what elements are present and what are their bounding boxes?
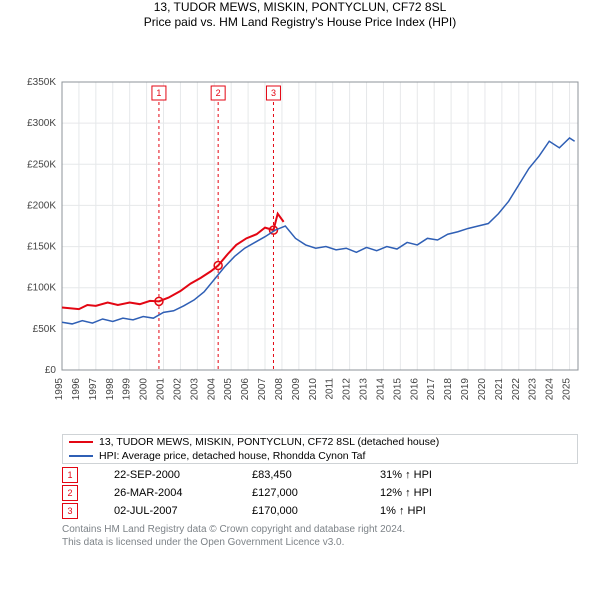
legend-item: HPI: Average price, detached house, Rhon… [63,449,577,463]
svg-text:1997: 1997 [88,378,99,401]
event-price: £170,000 [252,505,352,517]
svg-text:2008: 2008 [274,378,285,401]
event-delta: 12% ↑ HPI [380,487,432,499]
svg-text:2017: 2017 [426,378,437,401]
svg-text:2015: 2015 [392,378,403,401]
title-line2: Price paid vs. HM Land Registry's House … [0,15,600,30]
event-row: 2 26-MAR-2004 £127,000 12% ↑ HPI [62,484,578,502]
events-table: 122-SEP-2000£83,45031% ↑ HPI226-MAR-2004… [62,466,578,520]
footer-line2: This data is licensed under the Open Gov… [62,537,578,550]
title-line1: 13, TUDOR MEWS, MISKIN, PONTYCLUN, CF72 … [0,0,600,15]
svg-text:1996: 1996 [71,378,82,401]
svg-text:£300K: £300K [27,118,56,129]
svg-text:2009: 2009 [291,378,302,401]
event-price: £83,450 [252,469,352,481]
svg-text:2014: 2014 [375,378,386,401]
svg-text:2010: 2010 [308,378,319,401]
svg-text:£150K: £150K [27,242,56,253]
svg-text:2020: 2020 [477,378,488,401]
price-chart: £0 £50K £100K £150K £200K £250K £300K £350K 1995… [0,30,600,425]
event-delta: 31% ↑ HPI [380,469,432,481]
chart-title: 13, TUDOR MEWS, MISKIN, PONTYCLUN, CF72 … [0,0,600,30]
event-marker: 1 [62,467,78,483]
footer-line1: Contains HM Land Registry data © Crown c… [62,524,578,537]
svg-text:1995: 1995 [54,378,65,401]
attribution: Contains HM Land Registry data © Crown c… [62,524,578,549]
svg-text:2022: 2022 [511,378,522,401]
svg-text:2002: 2002 [172,378,183,401]
svg-text:£250K: £250K [27,159,56,170]
event-delta: 1% ↑ HPI [380,505,426,517]
event-marker: 2 [62,485,78,501]
event-price: £127,000 [252,487,352,499]
legend-label: HPI: Average price, detached house, Rhon… [99,450,365,462]
event-marker: 3 [62,503,78,519]
svg-text:2016: 2016 [409,378,420,401]
legend-item: 13, TUDOR MEWS, MISKIN, PONTYCLUN, CF72 … [63,435,577,449]
svg-text:2007: 2007 [257,378,268,401]
svg-text:2005: 2005 [223,378,234,401]
svg-text:£350K: £350K [27,77,56,88]
svg-text:2001: 2001 [156,378,167,401]
svg-text:2019: 2019 [460,378,471,401]
svg-text:2000: 2000 [139,378,150,401]
svg-text:2013: 2013 [359,378,370,401]
svg-text:2021: 2021 [494,378,505,401]
svg-text:2004: 2004 [206,378,217,401]
svg-text:£100K: £100K [27,283,56,294]
svg-text:£200K: £200K [27,200,56,211]
event-date: 22-SEP-2000 [114,469,224,481]
svg-text:2003: 2003 [189,378,200,401]
svg-text:2018: 2018 [443,378,454,401]
svg-text:3: 3 [271,88,276,98]
legend: 13, TUDOR MEWS, MISKIN, PONTYCLUN, CF72 … [62,434,578,464]
legend-swatch [69,455,93,457]
svg-text:2012: 2012 [342,378,353,401]
svg-text:2023: 2023 [528,378,539,401]
svg-text:2025: 2025 [562,378,573,401]
svg-text:1998: 1998 [105,378,116,401]
svg-text:2024: 2024 [545,378,556,401]
event-row: 3 02-JUL-2007 £170,000 1% ↑ HPI [62,502,578,520]
event-date: 26-MAR-2004 [114,487,224,499]
svg-text:1999: 1999 [122,378,133,401]
svg-text:2011: 2011 [325,378,336,400]
event-date: 02-JUL-2007 [114,505,224,517]
svg-text:2006: 2006 [240,378,251,401]
svg-text:£0: £0 [45,365,57,376]
legend-label: 13, TUDOR MEWS, MISKIN, PONTYCLUN, CF72 … [99,436,439,448]
svg-text:2: 2 [216,88,221,98]
legend-swatch [69,441,93,443]
event-row: 1 22-SEP-2000 £83,450 31% ↑ HPI [62,466,578,484]
svg-text:1: 1 [156,88,161,98]
svg-text:£50K: £50K [33,324,57,335]
